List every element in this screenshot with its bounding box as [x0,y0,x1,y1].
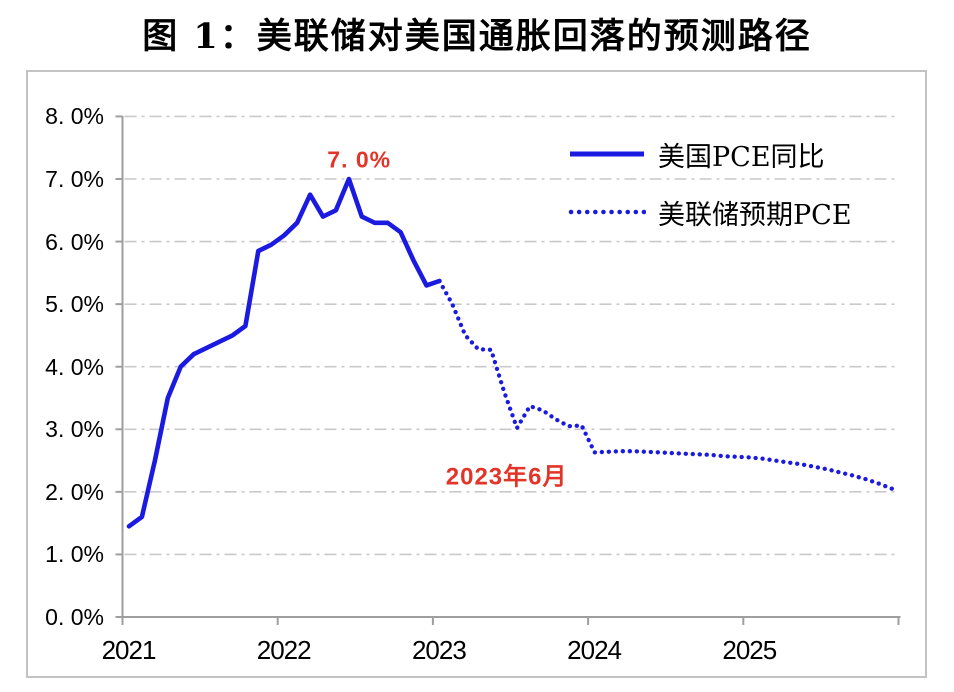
y-tick-label: 7. 0% [45,166,104,192]
x-tick-label: 2021 [101,635,157,665]
legend-item-forecast: 美联储预期PCE [568,194,852,231]
forecast-date-annotation: 2023年6月 [445,463,568,491]
dotted-line-swatch [568,209,646,215]
y-tick-label: 5. 0% [45,291,104,318]
y-tick-label: 6. 0% [45,228,104,255]
x-tick-label: 2023 [411,635,467,665]
x-tick-label: 2024 [567,635,622,665]
chart-panel: 8. 0% 7. 0% 6. 0% 5. 0% 4. 0% 3. 0% 2. 0% 1. 0%… [26,70,927,678]
figure-title: 图 1：美联储对美国通胀回落的预测路径 [142,16,812,57]
y-tick-label: 4. 0% [45,353,104,380]
plot-area [115,115,901,625]
y-tick-label: 1. 0% [45,541,104,568]
solid-line-swatch [570,151,644,157]
y-tick-label: 8. 0% [45,103,104,130]
legend-label-actual: 美国PCE同比 [658,141,825,173]
peak-annotation: 7. 0% [327,146,392,173]
x-tick-label: 2025 [722,635,777,665]
legend-item-actual: 美国PCE同比 [568,136,825,173]
x-tick-label: 2022 [256,635,312,665]
legend-label-forecast: 美联储预期PCE [658,199,852,231]
y-tick-label: 0. 0% [45,604,104,630]
actual-series-line [126,176,442,529]
y-tick-label: 3. 0% [45,416,104,443]
y-tick-label: 2. 0% [45,478,104,505]
forecast-series-line [437,278,895,491]
